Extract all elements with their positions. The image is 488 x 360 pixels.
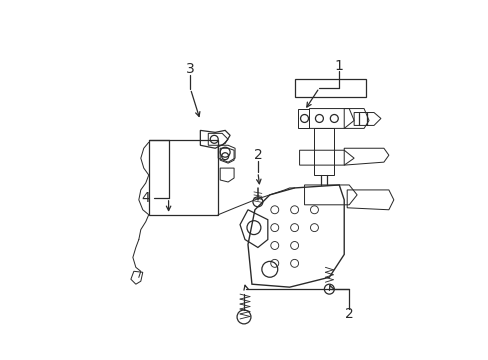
Bar xyxy=(294,79,366,96)
Text: 2: 2 xyxy=(253,148,262,162)
Text: 3: 3 xyxy=(185,62,194,76)
Text: 4: 4 xyxy=(141,191,150,205)
Text: 2: 2 xyxy=(344,307,353,321)
Text: 1: 1 xyxy=(334,59,343,73)
